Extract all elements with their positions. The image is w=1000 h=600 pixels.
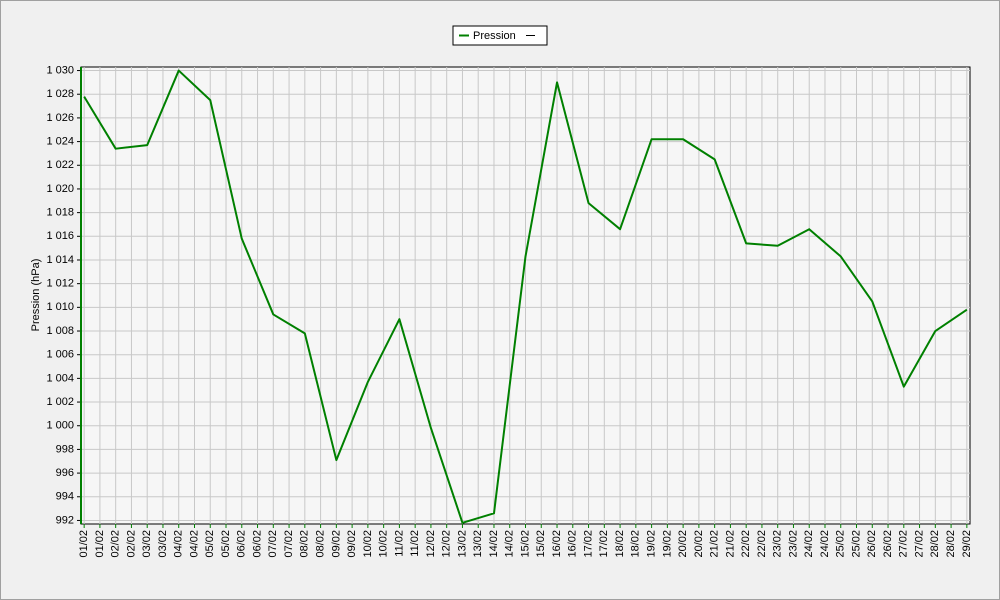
x-tick-label: 20/02: [693, 530, 705, 558]
y-tick-label: 1 012: [46, 278, 74, 290]
x-tick-label: 06/02: [251, 530, 263, 558]
y-tick-label: 1 000: [46, 420, 74, 432]
x-tick-label: 06/02: [236, 530, 248, 558]
series-line: [83, 69, 968, 524]
legend-box: [452, 25, 548, 46]
y-tick-label: 1 022: [46, 159, 74, 171]
x-tick-label: 13/02: [456, 530, 468, 558]
y-tick-label: 1 006: [46, 349, 74, 361]
x-tick-label: 01/02: [94, 530, 106, 558]
x-tick-label: 02/02: [125, 530, 137, 558]
x-tick-label: 28/02: [929, 530, 941, 558]
x-tick-label: 16/02: [551, 530, 563, 558]
x-tick-label: 22/02: [740, 530, 752, 558]
x-tick-label: 02/02: [110, 530, 122, 558]
x-tick-label: 07/02: [267, 530, 279, 558]
x-tick-label: 04/02: [173, 530, 185, 558]
x-tick-label: 23/02: [787, 530, 799, 558]
legend-label: Pression: [473, 30, 516, 42]
x-tick-label: 03/02: [141, 530, 153, 558]
x-tick-label: 01/02: [78, 530, 90, 558]
x-tick-label: 25/02: [835, 530, 847, 558]
x-tick-label: 20/02: [677, 530, 689, 558]
y-tick-label: 996: [56, 467, 74, 479]
y-tick-label: 992: [56, 514, 74, 526]
x-tick-label: 15/02: [535, 530, 547, 558]
x-tick-label: 05/02: [204, 530, 216, 558]
x-tick-label: 19/02: [661, 530, 673, 558]
y-tick-label: 1 016: [46, 230, 74, 242]
x-tick-label: 26/02: [866, 530, 878, 558]
x-tick-label: 27/02: [898, 530, 910, 558]
x-tick-label: 07/02: [283, 530, 295, 558]
y-tick-label: 1 028: [46, 88, 74, 100]
x-tick-label: 09/02: [330, 530, 342, 558]
y-tick-label: 1 008: [46, 325, 74, 337]
x-tick-label: 24/02: [803, 530, 815, 558]
x-tick-label: 17/02: [582, 530, 594, 558]
x-tick-label: 26/02: [882, 530, 894, 558]
y-tick-label: 1 026: [46, 112, 74, 124]
x-tick-label: 15/02: [519, 530, 531, 558]
y-axis-label: Pression (hPa): [30, 259, 42, 332]
x-tick-label: 13/02: [472, 530, 484, 558]
x-tick-label: 18/02: [630, 530, 642, 558]
x-tick-label: 11/02: [393, 530, 405, 557]
x-tick-label: 08/02: [314, 530, 326, 558]
x-tick-label: 10/02: [362, 530, 374, 558]
x-tick-label: 11/02: [409, 530, 421, 557]
y-tick-label: 1 002: [46, 396, 74, 408]
x-tick-label: 25/02: [850, 530, 862, 558]
y-tick-label: 994: [56, 491, 74, 503]
y-tick-label: 1 020: [46, 183, 74, 195]
x-tick-label: 12/02: [441, 530, 453, 558]
y-tick-label: 998: [56, 443, 74, 455]
x-tick-label: 03/02: [157, 530, 169, 558]
x-tick-label: 21/02: [709, 530, 721, 558]
y-tick-label: 1 010: [46, 301, 74, 313]
legend: Pression: [452, 25, 548, 46]
x-tick-label: 05/02: [220, 530, 232, 558]
x-tick-label: 24/02: [819, 530, 831, 558]
x-tick-label: 22/02: [756, 530, 768, 558]
x-tick-label: 09/02: [346, 530, 358, 558]
x-tick-label: 23/02: [772, 530, 784, 558]
x-tick-label: 10/02: [378, 530, 390, 558]
y-tick-label: 1 030: [46, 64, 74, 76]
y-tick-label: 1 004: [46, 372, 74, 384]
x-tick-label: 28/02: [945, 530, 957, 558]
x-tick-label: 17/02: [598, 530, 610, 558]
x-tick-label: 08/02: [299, 530, 311, 558]
x-tick-label: 14/02: [504, 530, 516, 558]
x-tick-label: 21/02: [724, 530, 736, 558]
x-tick-label: 19/02: [646, 530, 658, 558]
y-tick-label: 1 018: [46, 207, 74, 219]
x-tick-label: 18/02: [614, 530, 626, 558]
y-tick-label: 1 014: [46, 254, 74, 266]
x-tick-label: 27/02: [913, 530, 925, 558]
x-tick-label: 16/02: [567, 530, 579, 558]
x-tick-label: 29/02: [961, 530, 973, 558]
x-tick-label: 04/02: [188, 530, 200, 558]
y-tick-label: 1 024: [46, 135, 74, 147]
x-tick-label: 12/02: [425, 530, 437, 558]
x-tick-label: 14/02: [488, 530, 500, 558]
